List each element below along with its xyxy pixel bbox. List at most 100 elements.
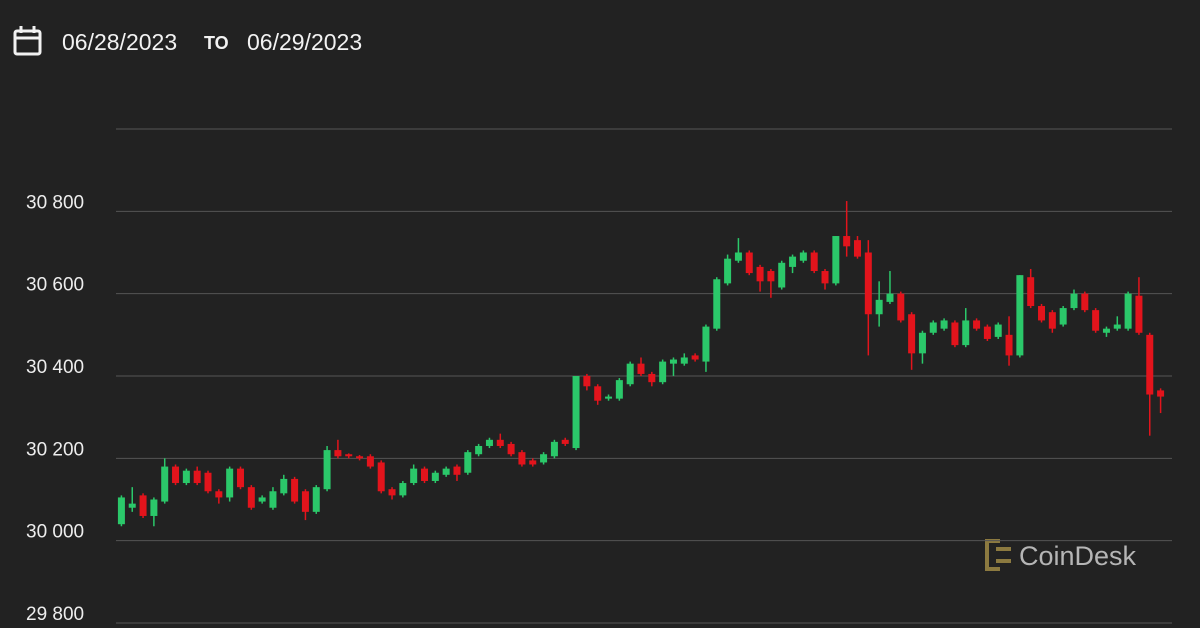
candle-body (529, 460, 537, 465)
candle-body (691, 355, 699, 360)
candle-body (789, 256, 797, 267)
candle-body (128, 503, 136, 508)
candle-body (247, 487, 255, 508)
y-tick-label: 30 200 (26, 439, 84, 460)
candle-body (485, 439, 493, 446)
candle-body (680, 357, 688, 364)
candle-body (886, 293, 894, 302)
candle-body (637, 363, 645, 374)
candle-body (767, 271, 775, 282)
candle-body (453, 466, 461, 475)
candle-body (908, 314, 916, 354)
candle-body (659, 361, 667, 383)
candle-body (431, 472, 439, 481)
candle-body (983, 326, 991, 339)
candle-body (897, 293, 905, 321)
candle-body (843, 236, 851, 247)
candle-body (258, 497, 266, 502)
candle-body (756, 266, 764, 282)
candle-body (334, 450, 342, 457)
candle-body (778, 262, 786, 288)
y-tick-label: 29 800 (26, 604, 84, 625)
candle-body (918, 332, 926, 354)
candle-body (583, 376, 591, 387)
date-to: 06/29/2023 (247, 29, 362, 55)
y-tick-label: 30 400 (26, 357, 84, 378)
candle-body (518, 452, 526, 465)
candle-body (464, 452, 472, 473)
candle-body (161, 466, 169, 502)
candle-body (475, 445, 483, 455)
candle-body (204, 472, 212, 492)
candle-body (724, 258, 732, 284)
candle-body (377, 462, 385, 492)
date-from: 06/28/2023 (62, 29, 177, 55)
candle-body (962, 320, 970, 346)
candle-body (312, 487, 320, 512)
candle-body (1092, 310, 1100, 331)
candle-body (496, 439, 504, 446)
candle-body (193, 470, 201, 484)
candle-body (399, 483, 407, 496)
candle-body (442, 468, 450, 475)
candle-body (323, 450, 331, 490)
candle-body (1146, 334, 1154, 395)
candle-body (1038, 306, 1046, 321)
date-separator: TO (204, 33, 229, 53)
candle-body (669, 359, 677, 364)
candle-body (1081, 293, 1089, 311)
candle-body (421, 468, 429, 481)
candle-body (626, 363, 634, 385)
candle-body (561, 439, 569, 444)
candle-body (940, 320, 948, 329)
candle-body (1102, 328, 1110, 333)
candle-body (366, 456, 374, 467)
candle-body (236, 468, 244, 488)
candle-body (734, 252, 742, 261)
candle-body (550, 441, 558, 457)
candle-body (291, 478, 299, 502)
candle-body (864, 252, 872, 315)
candle-body (301, 491, 309, 512)
candle-body (713, 279, 721, 329)
calendar-icon (13, 26, 42, 56)
candle-body (269, 491, 277, 508)
candle-body (139, 495, 147, 516)
candle-body (280, 478, 288, 494)
candle-body (1059, 308, 1067, 325)
candle-body (1027, 277, 1035, 307)
candle-body (388, 489, 396, 496)
candle-body (540, 454, 548, 463)
candle-body (1016, 275, 1024, 356)
candle-body (117, 497, 125, 525)
candle-body (832, 236, 840, 284)
candle-body (1048, 312, 1056, 329)
candle-body (1113, 324, 1121, 329)
candle-body (356, 456, 364, 459)
candle-body (615, 380, 623, 399)
candle-body (702, 326, 710, 362)
y-tick-label: 30 000 (26, 522, 84, 543)
candle-body (1135, 295, 1143, 333)
candle-body (1005, 334, 1013, 356)
candle-body (799, 252, 807, 261)
candle-body (745, 252, 753, 274)
candle-body (821, 271, 829, 284)
candle-body (605, 396, 613, 399)
candle-body (345, 454, 353, 457)
y-tick-label: 30 800 (26, 192, 84, 213)
candle-body (810, 252, 818, 272)
candle-body (1124, 293, 1132, 329)
candle-body (1157, 390, 1165, 397)
candle-body (648, 373, 656, 383)
candle-body (507, 443, 515, 455)
candle-body (215, 491, 223, 498)
candle-body (994, 324, 1002, 337)
candle-body (594, 386, 602, 401)
candle-body (973, 320, 981, 329)
candle-body (853, 240, 861, 257)
candle-body (951, 322, 959, 346)
candle-body (929, 322, 937, 333)
